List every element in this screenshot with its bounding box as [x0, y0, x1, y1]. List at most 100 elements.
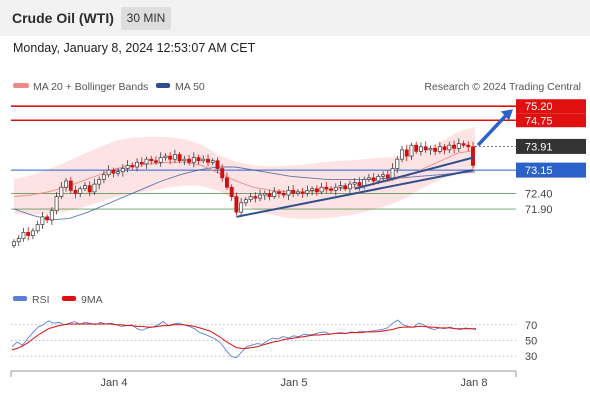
- candle-body: [16, 238, 21, 243]
- candle: [400, 145, 404, 163]
- candle-body: [78, 188, 83, 194]
- candle-body: [286, 189, 291, 196]
- candle-body: [201, 158, 206, 162]
- candle-body: [338, 185, 343, 188]
- candle-body: [314, 188, 319, 193]
- candle-body: [272, 191, 277, 197]
- candle-body: [248, 196, 253, 201]
- candle-body: [49, 210, 54, 221]
- candle-body: [456, 143, 461, 149]
- candle: [97, 176, 102, 190]
- candle-body: [409, 144, 414, 157]
- candle: [267, 189, 272, 201]
- candle-body: [154, 160, 158, 163]
- x-tick-label-jan4: Jan 4: [101, 377, 128, 389]
- rsi-line: [11, 319, 477, 359]
- candle-body: [400, 149, 404, 160]
- candle: [35, 220, 40, 234]
- candle-body: [437, 146, 442, 152]
- candle-body: [291, 189, 296, 194]
- candle: [30, 227, 35, 240]
- candle-body: [191, 157, 196, 163]
- candle-body: [116, 171, 121, 174]
- candle-body: [158, 157, 163, 163]
- candle-body: [362, 179, 367, 187]
- candle: [92, 178, 97, 196]
- ma20-line: [13, 150, 476, 198]
- candle-body: [418, 146, 423, 152]
- candle: [125, 160, 130, 173]
- candle: [338, 180, 343, 191]
- chart-datetime: Monday, January 8, 2024 12:53:07 AM CET: [13, 41, 256, 55]
- candle: [21, 228, 26, 242]
- candle: [418, 142, 423, 156]
- candle-body: [371, 177, 376, 182]
- candle-body: [343, 185, 348, 190]
- candle: [73, 185, 78, 199]
- candle-body: [433, 147, 438, 152]
- candle: [49, 207, 54, 225]
- candle-body: [87, 185, 92, 193]
- candle: [149, 155, 154, 165]
- candle: [428, 145, 433, 155]
- candle: [348, 180, 352, 194]
- candle-body: [83, 185, 87, 190]
- candle: [262, 190, 267, 201]
- candle: [300, 188, 305, 198]
- rsi-ma-line: [11, 323, 476, 351]
- trendline-support: [236, 169, 474, 218]
- candle-body: [59, 186, 64, 197]
- candle: [215, 157, 220, 174]
- rsi-tick-label-30: 30: [525, 351, 537, 363]
- candle: [258, 189, 263, 202]
- candle: [135, 158, 139, 172]
- price-panel: 75.20 74.75 73.91 73.15 72.40 71.90: [11, 99, 586, 248]
- candle-body: [239, 202, 244, 213]
- level-label-74-75-bg: [516, 113, 586, 128]
- candle-body: [295, 191, 300, 194]
- candle-body: [144, 158, 149, 165]
- candle-body: [111, 169, 116, 174]
- candle-body: [229, 186, 234, 197]
- candle-body: [404, 149, 409, 157]
- candle: [83, 182, 87, 192]
- candle: [447, 141, 452, 153]
- candle: [59, 181, 64, 200]
- candle-body: [423, 146, 428, 151]
- legend-swatch-rsi-ma: [62, 296, 76, 301]
- candle: [177, 152, 182, 164]
- candle: [196, 154, 201, 165]
- candle-body: [390, 168, 395, 179]
- candle-body: [68, 180, 73, 191]
- forecast-arrow-head: [501, 109, 513, 121]
- candle-body: [442, 146, 447, 151]
- candle-body: [324, 186, 329, 190]
- candle-body: [30, 230, 35, 236]
- candle-body: [243, 199, 248, 204]
- candle: [352, 178, 357, 188]
- candle-body: [149, 158, 154, 162]
- candle: [319, 182, 324, 195]
- candle-body: [130, 165, 135, 168]
- candle: [87, 181, 92, 197]
- candle: [281, 190, 286, 199]
- candle-body: [172, 154, 177, 160]
- legend-swatch-rsi: [13, 296, 27, 301]
- rsi-tick-label-50: 50: [525, 336, 537, 348]
- candle-body: [452, 144, 457, 149]
- candle-body: [253, 196, 258, 199]
- candle: [452, 140, 457, 154]
- timeframe-button[interactable]: 30 MIN: [121, 7, 171, 30]
- candle-body: [461, 143, 466, 146]
- candle-body: [329, 188, 333, 191]
- candle-body: [300, 191, 305, 194]
- candle: [130, 162, 135, 170]
- candle-body: [97, 179, 102, 185]
- level-label-73-15: 73.15: [525, 165, 553, 177]
- candle-body: [106, 169, 111, 176]
- candle: [343, 183, 348, 192]
- candle-body: [262, 193, 267, 196]
- candle-body: [234, 196, 239, 213]
- candle: [333, 183, 338, 196]
